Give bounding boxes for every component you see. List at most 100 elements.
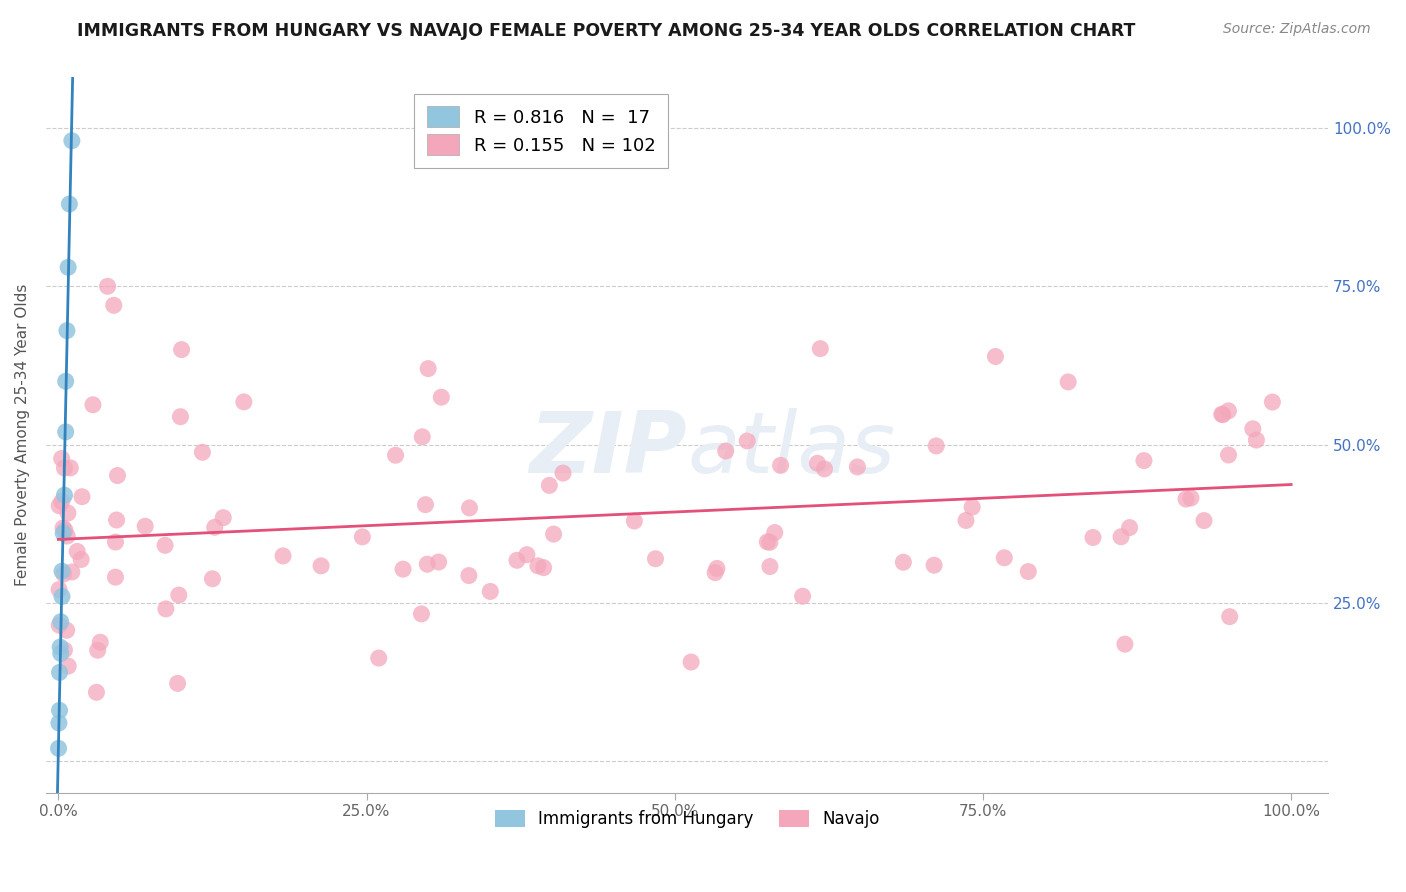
Point: [1133, 453, 1156, 467]
Legend: Immigrants from Hungary, Navajo: Immigrants from Hungary, Navajo: [488, 803, 886, 834]
Point: [527, 558, 550, 573]
Point: [48, 741, 70, 756]
Point: [516, 548, 538, 562]
Point: [167, 588, 190, 602]
Point: [52, 521, 75, 535]
Point: [1246, 433, 1268, 447]
Point: [960, 500, 983, 515]
Point: [1114, 637, 1136, 651]
Point: [1017, 565, 1039, 579]
Point: [201, 572, 224, 586]
Point: [89, 635, 111, 649]
Point: [309, 558, 332, 573]
Point: [763, 525, 786, 540]
Point: [56, 506, 79, 520]
Point: [82, 398, 104, 412]
Point: [66, 544, 89, 558]
Point: [392, 562, 415, 576]
Point: [105, 513, 128, 527]
Point: [846, 459, 869, 474]
Point: [457, 568, 479, 582]
Point: [538, 478, 561, 492]
Point: [955, 513, 977, 527]
Point: [53, 643, 76, 657]
Point: [55, 425, 77, 439]
Point: [51, 590, 73, 604]
Point: [48, 665, 70, 680]
Point: [49, 640, 72, 654]
Point: [53, 488, 76, 502]
Point: [60, 134, 83, 148]
Point: [1081, 531, 1104, 545]
Point: [806, 456, 828, 470]
Point: [415, 498, 437, 512]
Point: [52, 526, 75, 541]
Point: [48, 716, 70, 731]
Point: [49, 615, 72, 629]
Text: ZIP: ZIP: [530, 408, 688, 491]
Point: [479, 584, 502, 599]
Point: [506, 553, 529, 567]
Point: [993, 550, 1015, 565]
Point: [48, 703, 70, 717]
Text: IMMIGRANTS FROM HUNGARY VS NAVAJO FEMALE POVERTY AMONG 25-34 YEAR OLDS CORRELATI: IMMIGRANTS FROM HUNGARY VS NAVAJO FEMALE…: [77, 22, 1136, 40]
Point: [58, 197, 80, 211]
Point: [384, 448, 406, 462]
Point: [104, 570, 127, 584]
Point: [53, 523, 76, 537]
Point: [922, 558, 945, 573]
Point: [1192, 514, 1215, 528]
Point: [49, 647, 72, 661]
Point: [416, 558, 439, 572]
Point: [70, 490, 93, 504]
Point: [430, 390, 453, 404]
Point: [169, 409, 191, 424]
Point: [60, 565, 83, 579]
Point: [411, 607, 433, 621]
Point: [813, 462, 835, 476]
Point: [458, 500, 481, 515]
Point: [759, 535, 782, 549]
Point: [153, 538, 176, 552]
Point: [1212, 408, 1234, 422]
Point: [104, 535, 127, 549]
Point: [367, 651, 389, 665]
Point: [58, 659, 80, 673]
Point: [55, 374, 77, 388]
Point: [1109, 530, 1132, 544]
Point: [1211, 407, 1233, 421]
Point: [808, 342, 831, 356]
Point: [86, 685, 108, 699]
Point: [1180, 491, 1202, 505]
Point: [56, 324, 79, 338]
Point: [1218, 404, 1240, 418]
Point: [51, 451, 73, 466]
Y-axis label: Female Poverty Among 25-34 Year Olds: Female Poverty Among 25-34 Year Olds: [15, 284, 30, 586]
Point: [56, 529, 79, 543]
Point: [103, 298, 125, 312]
Point: [714, 444, 737, 458]
Point: [543, 527, 565, 541]
Point: [411, 430, 433, 444]
Point: [134, 519, 156, 533]
Point: [759, 559, 782, 574]
Point: [1057, 375, 1080, 389]
Point: [756, 535, 779, 549]
Point: [212, 510, 235, 524]
Point: [925, 439, 948, 453]
Point: [155, 602, 177, 616]
Point: [644, 551, 666, 566]
Point: [59, 461, 82, 475]
Point: [86, 643, 108, 657]
Point: [48, 582, 70, 597]
Text: atlas: atlas: [688, 408, 896, 491]
Point: [191, 445, 214, 459]
Point: [551, 466, 574, 480]
Point: [53, 461, 76, 475]
Point: [533, 560, 555, 574]
Point: [1175, 491, 1198, 506]
Point: [418, 361, 440, 376]
Point: [769, 458, 792, 473]
Point: [56, 260, 79, 275]
Point: [352, 530, 374, 544]
